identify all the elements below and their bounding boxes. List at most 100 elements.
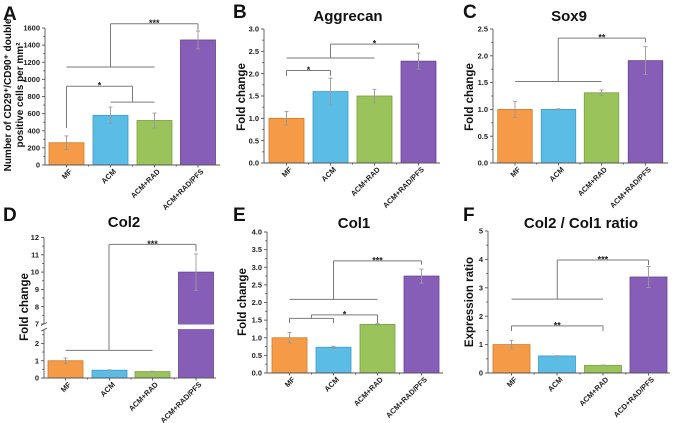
y-tick-label: 3.0: [252, 263, 262, 272]
significance-label: *: [307, 65, 311, 75]
x-tick-label: ACM+RAD/PFS: [161, 167, 206, 212]
significance-label: ***: [598, 254, 609, 264]
significance-label: ***: [149, 18, 160, 28]
panel-c: C Sox9 Fold change 0.0 0.5 1.0 1.5 2.0 2.5 MF ACM A…: [463, 2, 668, 210]
y-tick-label: 12: [31, 233, 39, 242]
error-bar: [416, 52, 421, 70]
x-tick-label: ACM: [319, 165, 337, 183]
error-bar: [287, 332, 292, 344]
bar-acm-rad: [134, 371, 171, 379]
x-tick-label: ACM+RAD/PFS: [381, 165, 426, 210]
chart-title: Sox9: [551, 8, 587, 25]
chart-title: Col1: [338, 215, 371, 232]
error-bar: [375, 322, 380, 326]
error-bar: [63, 357, 68, 364]
y-tick-label: 3.0: [249, 25, 259, 34]
x-tick-label: MF: [59, 380, 73, 394]
significance-label: ***: [147, 239, 158, 249]
y-tick-label: 1.5: [478, 78, 488, 87]
x-tick-label: MF: [283, 375, 297, 389]
y-tick-label: 600: [27, 109, 40, 118]
y-tick-label: 7: [35, 320, 39, 329]
bar-acm-rad: [356, 95, 393, 164]
y-tick-label: 1.5: [249, 92, 259, 101]
y-tick-label: 1400: [23, 41, 40, 50]
x-tick-label: ACM+RAD: [127, 380, 160, 413]
y-tick-label: 1200: [23, 58, 40, 67]
y-axis-label: Fold change: [237, 268, 249, 336]
significance-bracket: [511, 325, 604, 331]
x-tick-label: ACM+RAD/PFS: [159, 380, 204, 423]
x-tick-label: ACM+RAD: [576, 165, 609, 198]
error-bar: [107, 369, 112, 372]
bar-acm-rad: [359, 323, 396, 374]
error-bar: [108, 106, 113, 125]
significance-label: *: [98, 81, 102, 91]
y-tick-label: 1.0: [478, 105, 488, 114]
y-tick-label: 9: [35, 285, 39, 294]
error-bar: [328, 77, 333, 106]
y-axis-label: Expression ratio: [464, 257, 476, 347]
y-tick-label: 2.0: [478, 51, 488, 60]
error-bar: [284, 111, 289, 126]
y-tick-label: 2.0: [252, 298, 262, 307]
significance-bracket: [108, 243, 197, 351]
x-tick-label: ACM: [546, 375, 564, 393]
panel-letter: A: [3, 4, 17, 25]
y-tick-label: 2.5: [249, 47, 259, 56]
chart-title: Col2 / Col1 ratio: [524, 215, 638, 232]
x-tick-label: ACM+RAD/PFS: [608, 165, 653, 210]
significance-bracket: [110, 23, 199, 67]
error-bar: [601, 364, 605, 367]
y-tick-label: 1.0: [249, 114, 259, 123]
significance-bracket: [286, 70, 331, 76]
error-bar: [194, 253, 198, 291]
error-bar: [372, 88, 377, 104]
y-tick-label: 400: [27, 126, 40, 135]
y-tick-label: 4.0: [252, 228, 262, 237]
bar-acm: [540, 109, 577, 164]
y-tick-label: 200: [27, 143, 40, 152]
error-bar: [643, 46, 648, 76]
x-tick-label: ACM: [98, 380, 116, 398]
panel-f: F Col2 / Col1 ratio Expression ratio 0 1 2 3 4 5…: [463, 205, 670, 419]
x-tick-label: ACM+RAD: [349, 165, 382, 198]
bar-mf: [492, 344, 531, 374]
x-tick-label: ACM+RAD: [577, 375, 610, 408]
y-tick-label: 10: [31, 268, 39, 277]
y-tick-label: 800: [27, 92, 40, 101]
y-tick-label: 0.0: [478, 159, 488, 168]
significance-bracket: [330, 43, 419, 59]
x-tick-label: ACM: [547, 165, 565, 183]
x-tick-label: MF: [508, 165, 522, 179]
error-bar: [555, 355, 559, 357]
y-tick-label: 4: [479, 255, 484, 264]
error-bar: [196, 30, 200, 50]
y-tick-label: 2.5: [252, 280, 262, 289]
chart-title: Col2: [108, 214, 141, 231]
bar-acm: [315, 346, 352, 374]
y-tick-label: 8: [35, 302, 39, 311]
y-axis-label: positive cells per mm²: [15, 42, 26, 148]
x-tick-label: ACM+RAD: [129, 167, 162, 200]
y-tick-label: 0.0: [252, 369, 262, 378]
y-tick-label: 1000: [23, 75, 40, 84]
error-bar: [64, 135, 69, 151]
bar-break-gap: [177, 324, 215, 330]
significance-bracket: [556, 259, 649, 300]
y-tick-label: 0: [36, 161, 40, 170]
significance-label: *: [343, 309, 347, 319]
bar-mf: [271, 337, 308, 374]
y-tick-label: 11: [31, 250, 39, 259]
y-axis-label: Number of CD29⁺/CD90⁺ double: [3, 18, 14, 171]
x-tick-label: MF: [60, 167, 74, 181]
error-bar: [646, 266, 651, 288]
x-tick-label: ACM+RAD/PFS: [384, 375, 429, 420]
error-bar: [331, 345, 336, 349]
y-tick-label: 0.5: [252, 351, 262, 360]
x-tick-label: ACD+RAD/PFS: [612, 375, 656, 419]
bar-acm-rad-pfs: [627, 60, 664, 164]
significance-label: **: [554, 320, 562, 330]
